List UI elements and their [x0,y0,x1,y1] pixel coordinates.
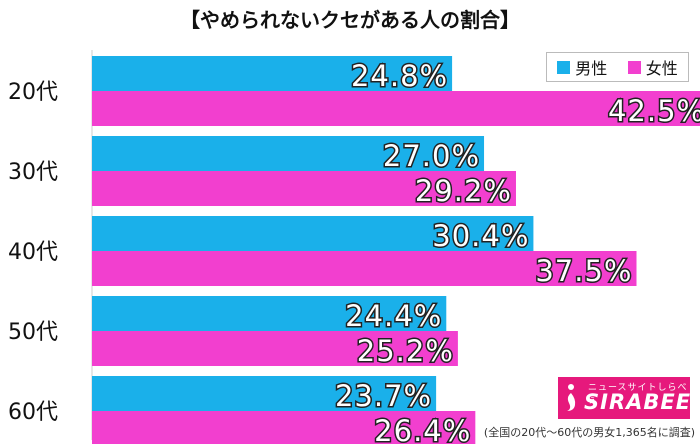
data-label: 24.8% [351,59,448,93]
category-label: 60代 [8,400,58,425]
data-label: 25.2% [357,334,454,368]
category-label: 20代 [8,80,58,105]
bar-female [92,331,458,366]
bar-female [92,411,476,444]
data-label: 23.7% [335,379,432,413]
category-label: 30代 [8,160,58,185]
legend-label-male: 男性 [575,59,608,78]
survey-footnote: (全国の20代～60代の男女1,365名に調査) [483,426,695,439]
data-label: 29.2% [415,174,512,208]
sirabee-logo: ニュースサイトしらべぇ SIRABEE [558,377,690,419]
bar-female [92,251,637,286]
chart-title: 【やめられないクセがある人の割合】 [180,8,520,32]
legend-label-female: 女性 [645,59,678,78]
data-label: 42.5% [608,94,700,128]
bar-male [92,296,447,331]
logo-subtitle: ニュースサイトしらべぇ [588,383,688,406]
data-label: 30.4% [432,219,529,253]
legend-swatch-male [557,60,571,74]
legend: 男性 女性 [546,52,689,82]
bar-female [92,171,516,206]
data-label: 26.4% [374,414,471,444]
legend-item-female: 女性 [627,55,678,79]
bar-male [92,376,437,411]
category-label: 50代 [8,320,58,345]
legend-swatch-female [627,60,641,74]
logo-wordmark: SIRABEE [584,390,692,414]
legend-item-male: 男性 [557,55,607,79]
bar-male [92,136,485,171]
data-label: 24.4% [345,299,442,333]
bar-male [92,56,453,91]
bar-female [92,91,700,126]
data-label: 37.5% [535,254,632,288]
bar-male [92,216,534,251]
category-label: 40代 [8,240,58,265]
data-label: 27.0% [383,139,480,173]
logo-mark-icon [567,384,576,411]
